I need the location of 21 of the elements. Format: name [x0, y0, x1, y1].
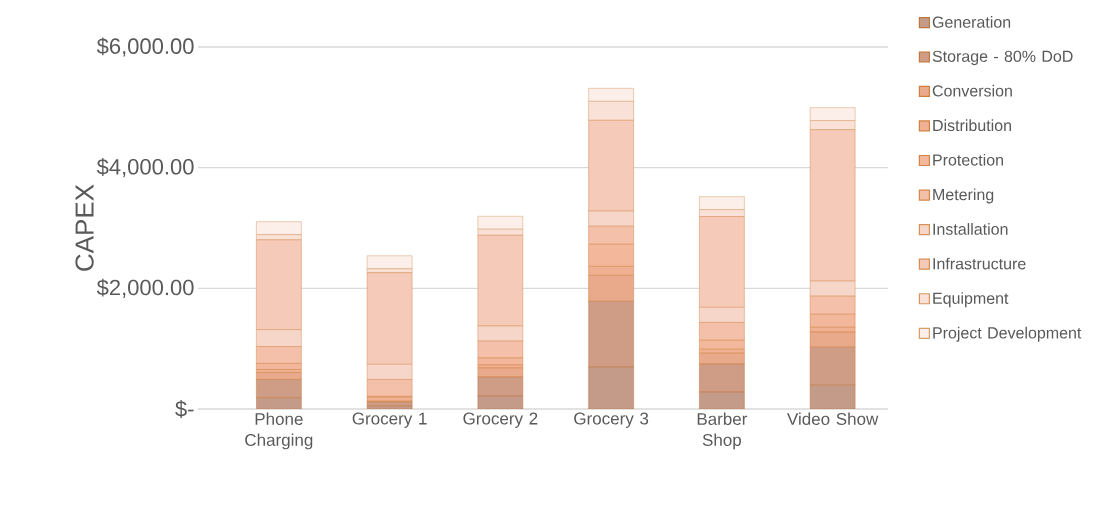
legend-label: Installation [933, 223, 1008, 235]
legend-label: Equipment [933, 292, 1009, 308]
legend-label: Metering [933, 188, 994, 204]
legend-label: Infrastructure [933, 257, 1026, 270]
legend-label: Conversion [932, 84, 1012, 97]
y-tick-label: $6,000.00 [96, 37, 194, 57]
x-tick-label: Grocery 2 [463, 412, 538, 428]
legend-label: Storage - 80% DoD [932, 50, 1073, 66]
x-tick-label: Grocery 3 [574, 412, 649, 428]
y-axis-title: CAPEX [75, 184, 94, 271]
y-tick-label: $- [175, 400, 194, 418]
x-tick-label: Barber Shop [697, 412, 748, 450]
x-tick-label: Grocery 1 [352, 412, 427, 428]
y-tick-label: $4,000.00 [96, 158, 194, 178]
legend-label: Generation [932, 16, 1011, 28]
x-tick-label: Phone Charging [245, 412, 313, 450]
legend-label: Distribution [933, 119, 1011, 132]
y-tick-label: $2,000.00 [96, 278, 194, 298]
legend-label: Project Development [933, 326, 1082, 342]
legend-label: Protection [933, 153, 1003, 166]
x-tick-label: Video Show [787, 412, 879, 426]
